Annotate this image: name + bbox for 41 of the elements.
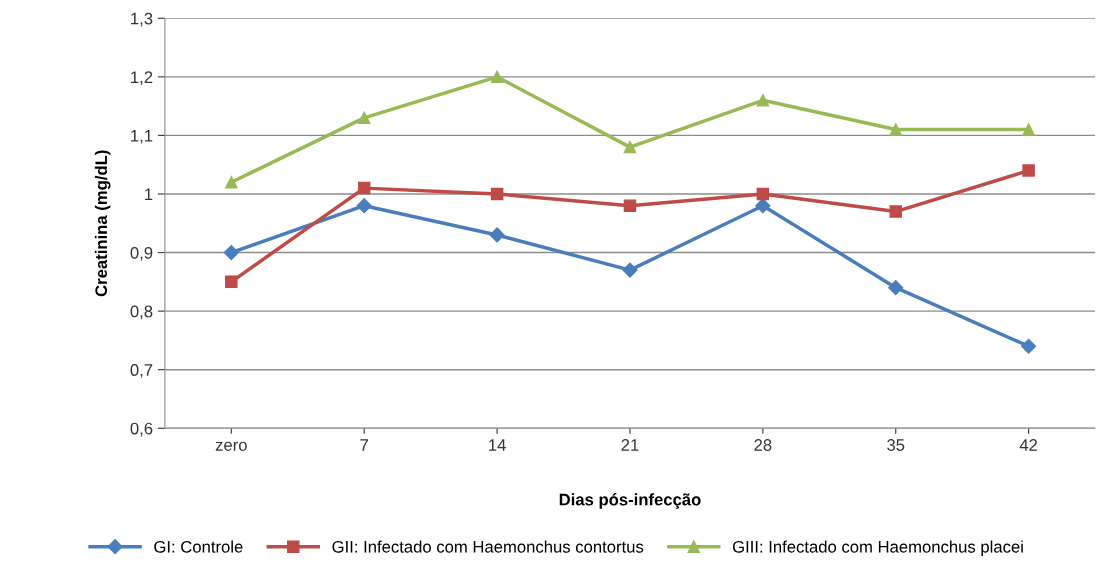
- point: [356, 198, 372, 214]
- x-tick-label: 21: [621, 439, 639, 451]
- point: [490, 187, 504, 201]
- point: [756, 187, 770, 201]
- point: [1022, 164, 1035, 177]
- point: [225, 275, 238, 289]
- point: [888, 280, 904, 296]
- y-tick-label: 0,7: [130, 364, 153, 378]
- point: [1022, 123, 1035, 136]
- point: [357, 111, 371, 125]
- y-tick-label: 0,6: [130, 422, 153, 437]
- point: [623, 199, 637, 212]
- y-tick-label: 1,3: [131, 12, 153, 27]
- x-tick-label: 35: [887, 439, 905, 451]
- point: [889, 123, 902, 136]
- point: [1021, 338, 1037, 354]
- y-tick-label: 1,2: [131, 71, 153, 86]
- point: [889, 205, 902, 218]
- x-tick-label: 42: [1019, 439, 1038, 451]
- x-tick-label: 14: [489, 439, 506, 451]
- point: [490, 70, 504, 84]
- x-tick-label: zero: [215, 441, 247, 451]
- point: [225, 176, 238, 189]
- point: [755, 198, 771, 214]
- point: [357, 181, 371, 195]
- point: [756, 94, 770, 107]
- point: [623, 140, 637, 154]
- y-tick-label: 1,1: [131, 129, 153, 144]
- x-tick-label: 28: [754, 439, 772, 451]
- legend-label: GIII: Infectado com Haemonchus placei: [732, 540, 1023, 556]
- y-tick-label: 0,9: [130, 246, 153, 261]
- x-tick-label: 7: [360, 439, 368, 451]
- legend-label: GI: Controle: [154, 540, 243, 553]
- point: [489, 227, 505, 243]
- legend-label: GII: Infectado com Haemonchus contortus: [332, 540, 644, 553]
- y-axis-title: Creatinina (mg/dL): [94, 150, 111, 297]
- point: [223, 244, 239, 261]
- y-tick-label: 1: [145, 188, 153, 201]
- point: [622, 262, 638, 278]
- y-tick-label: 0,8: [130, 305, 153, 320]
- x-axis-title: Dias pós-infecção: [559, 493, 701, 509]
